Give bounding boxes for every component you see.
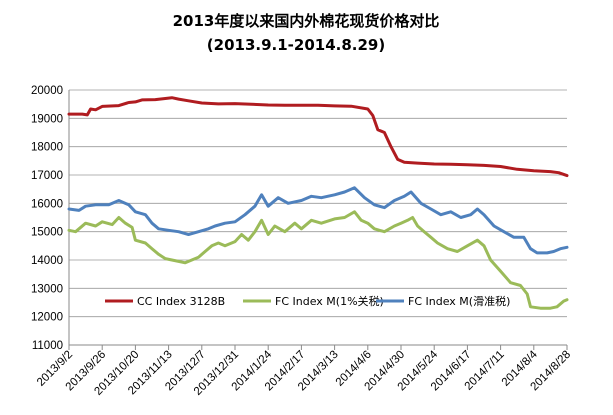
axes [68, 90, 568, 350]
y-tick-label: 13000 [31, 283, 63, 295]
series-lines [67, 96, 569, 310]
series-line-3 [67, 186, 569, 255]
chart-title: 2013年度以来国内外棉花现货价格对比 [173, 12, 440, 30]
legend-label-1: CC Index 3128B [137, 295, 225, 308]
x-axis-tick-labels: 2013/9/22013/9/262013/10/202013/11/13201… [35, 348, 573, 398]
series-line-2 [67, 210, 569, 310]
y-tick-label: 19000 [31, 113, 63, 125]
legend: CC Index 3128B FC Index M(1%关税) FC Index M… [105, 294, 510, 308]
y-tick-label: 11000 [32, 340, 63, 352]
legend-label-2: FC Index M(1%关税) [275, 294, 384, 308]
y-tick-label: 15000 [31, 227, 63, 239]
y-tick-label: 20000 [31, 85, 63, 97]
y-tick-label: 14000 [31, 255, 63, 267]
y-tick-label: 16000 [31, 198, 63, 210]
series-line-1 [67, 96, 569, 178]
y-axis-tick-labels: 11000 12000 13000 14000 15000 16000 17000 18000… [31, 85, 63, 352]
chart-subtitle: (2013.9.1-2014.8.29) [207, 36, 385, 54]
y-tick-label: 17000 [31, 170, 63, 182]
y-tick-label: 12000 [31, 312, 63, 324]
y-tick-label: 18000 [31, 142, 63, 154]
gridlines [69, 89, 567, 318]
legend-label-3: FC Index M(滑准税) [408, 294, 510, 308]
